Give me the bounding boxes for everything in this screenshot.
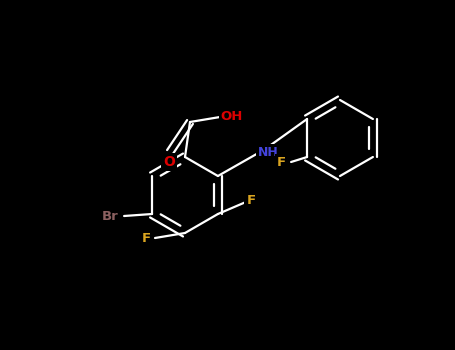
Text: F: F — [142, 231, 151, 245]
Text: F: F — [277, 155, 286, 168]
Text: Br: Br — [102, 210, 118, 223]
Text: O: O — [163, 155, 175, 169]
Text: F: F — [246, 194, 255, 206]
Text: OH: OH — [221, 111, 243, 124]
Text: NH: NH — [258, 146, 279, 159]
